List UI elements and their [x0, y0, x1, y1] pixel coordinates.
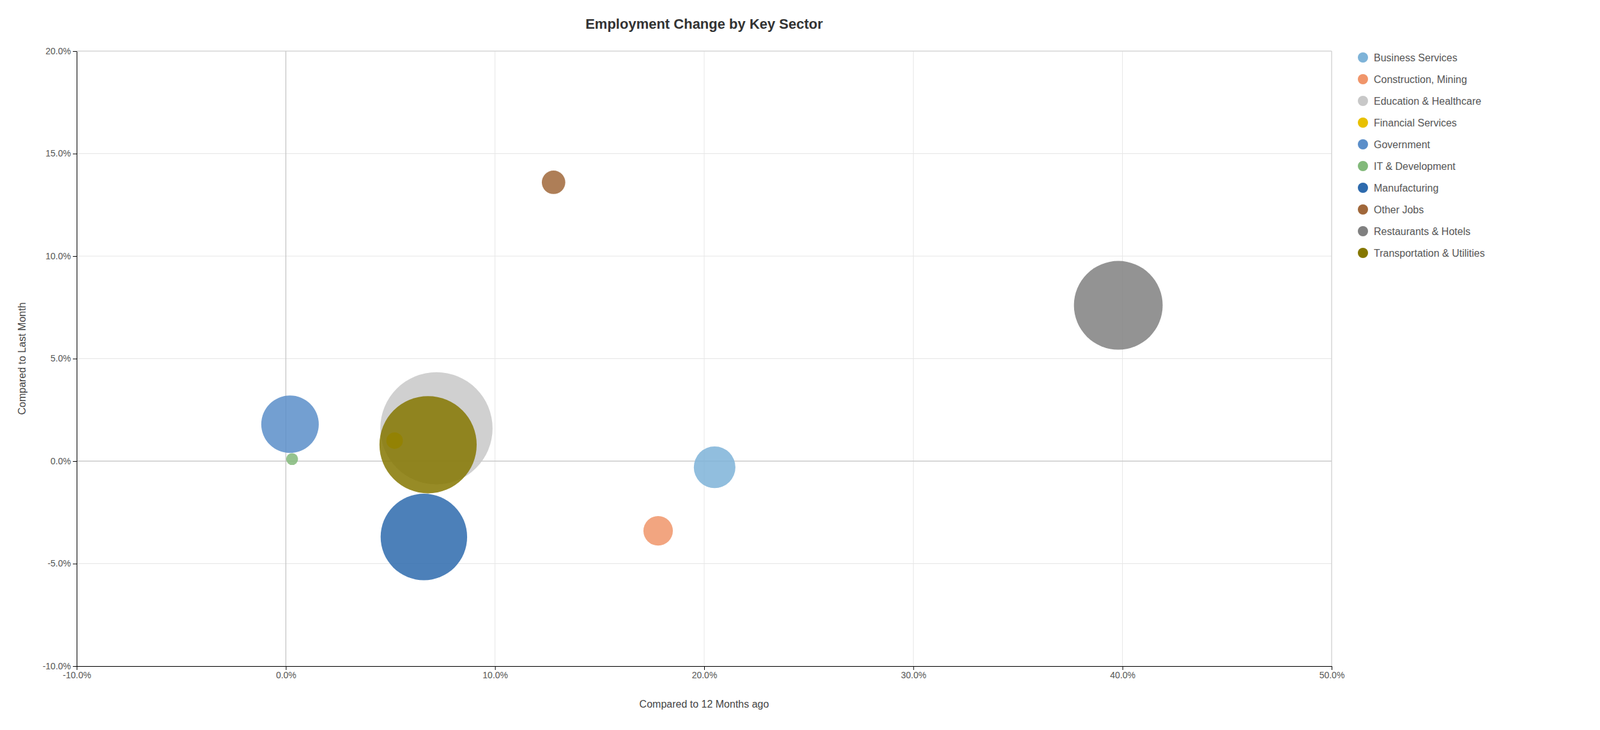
tick-label: -10.0% — [42, 661, 71, 672]
tick-label: -5.0% — [47, 558, 71, 569]
legend-item: Other Jobs — [1357, 204, 1424, 216]
tick: 0.0% — [50, 456, 77, 467]
frame — [1331, 51, 1333, 667]
tick-label: 5.0% — [50, 353, 71, 364]
legend-swatch — [1357, 182, 1369, 193]
tick: 10.0% — [45, 251, 77, 262]
grid-line-y — [76, 563, 1332, 565]
tick: 0.0% — [276, 666, 297, 681]
y-axis: -10.0% -5.0% 0.0% 5.0% 10.0% 15.0% 20.0% — [42, 46, 78, 672]
grid — [76, 51, 1332, 667]
tick-mark — [72, 359, 77, 360]
tick-mark — [72, 666, 77, 668]
zero-line-x — [285, 51, 287, 667]
legend-label: IT & Development — [1373, 161, 1456, 172]
legend-label: Construction, Mining — [1373, 74, 1468, 85]
x-axis: -10.0% 0.0% 10.0% 20.0% 30.0% 40.0% 50.0% — [62, 666, 1345, 681]
tick: 40.0% — [1109, 666, 1136, 681]
bubble — [286, 453, 299, 466]
tick-label: 20.0% — [692, 670, 718, 681]
tick-mark — [72, 461, 77, 462]
legend-swatch — [1357, 161, 1369, 172]
legend-swatch — [1357, 226, 1369, 237]
tick-label: -10.0% — [62, 670, 91, 681]
plot: -10.0%0.0%10.0%20.0%30.0%40.0%50.0%-10.0… — [42, 46, 1346, 681]
legend-swatch — [1357, 95, 1369, 107]
grid-line-y — [76, 51, 1332, 52]
grid-line-y — [76, 358, 1332, 360]
legend-label: Business Services — [1373, 52, 1458, 64]
tick-mark — [72, 153, 77, 155]
tick-label: 40.0% — [1109, 670, 1136, 681]
legend-label: Manufacturing — [1373, 182, 1439, 194]
tick-label: 0.0% — [276, 670, 297, 681]
legend-item: Manufacturing — [1357, 182, 1439, 194]
y-axis-title: Compared to Last Month — [16, 302, 28, 415]
legend-label: Education & Healthcare — [1373, 95, 1482, 107]
grid-line-x — [1331, 51, 1333, 667]
tick-label: 10.0% — [45, 251, 71, 262]
legend-item: Government — [1357, 139, 1431, 151]
tick-mark — [72, 51, 77, 52]
tick: -10.0% — [42, 661, 77, 672]
bubble — [380, 493, 468, 581]
tick: 20.0% — [692, 666, 718, 681]
legend-item: Education & Healthcare — [1357, 95, 1482, 107]
frame — [76, 51, 1332, 52]
legend: Business Services Construction, Mining Edu… — [1357, 52, 1485, 259]
legend-item: Construction, Mining — [1357, 74, 1468, 85]
tick-label: 20.0% — [45, 46, 71, 57]
axis-line — [72, 51, 78, 668]
legend-swatch — [1357, 117, 1369, 128]
tick-mark — [72, 256, 77, 257]
tick-mark — [72, 564, 77, 565]
tick-label: 15.0% — [45, 148, 71, 159]
bubble — [541, 170, 566, 195]
bubble — [261, 395, 319, 454]
tick: 50.0% — [1319, 666, 1346, 681]
legend-swatch — [1357, 139, 1369, 150]
legend-swatch — [1357, 247, 1369, 259]
tick: 30.0% — [900, 666, 927, 681]
legend-label: Government — [1373, 139, 1431, 151]
chart: -10.0%0.0%10.0%20.0%30.0%40.0%50.0%-10.0… — [0, 0, 1600, 730]
title: Employment Change by Key Sector — [585, 15, 824, 32]
bubble — [693, 446, 736, 489]
tick: 15.0% — [45, 148, 77, 159]
legend-item: Financial Services — [1357, 117, 1457, 129]
legend-item: Transportation & Utilities — [1357, 247, 1485, 259]
grid-line-y — [76, 153, 1332, 154]
legend-item: Business Services — [1357, 52, 1458, 64]
legend-item: IT & Development — [1357, 161, 1456, 172]
tick: 20.0% — [45, 46, 77, 57]
legend-swatch — [1357, 74, 1369, 85]
tick: 10.0% — [482, 666, 508, 681]
tick-label: 0.0% — [50, 456, 71, 467]
x-axis-title: Compared to 12 Months ago — [639, 699, 770, 710]
bubble — [1074, 261, 1163, 351]
tick: -5.0% — [47, 558, 77, 569]
grid-line-x — [285, 51, 287, 667]
legend-swatch — [1357, 52, 1369, 63]
legend-item: Restaurants & Hotels — [1357, 226, 1471, 238]
tick-label: 30.0% — [900, 670, 927, 681]
legend-label: Financial Services — [1373, 117, 1457, 129]
bubble — [379, 396, 477, 494]
legend-swatch — [1357, 204, 1369, 215]
tick: 5.0% — [50, 353, 77, 364]
legend-label: Transportation & Utilities — [1373, 247, 1485, 259]
tick-label: 10.0% — [482, 670, 508, 681]
tick-label: 50.0% — [1319, 670, 1346, 681]
bubbles — [261, 170, 1163, 581]
grid-line-y — [76, 256, 1332, 257]
legend-label: Other Jobs — [1373, 204, 1424, 216]
bubble — [643, 516, 673, 546]
legend-label: Restaurants & Hotels — [1373, 226, 1471, 238]
